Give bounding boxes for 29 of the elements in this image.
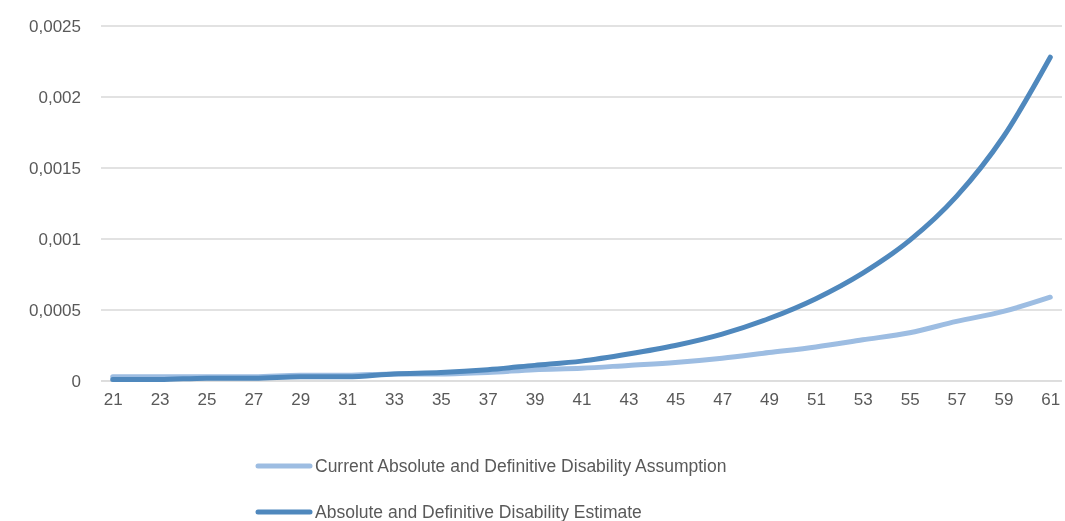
x-tick-label: 33 bbox=[385, 390, 404, 410]
x-tick-label: 29 bbox=[291, 390, 311, 410]
y-tick-label: 0,0015 bbox=[29, 158, 81, 178]
x-tick-label: 25 bbox=[197, 390, 217, 410]
x-tick-label: 59 bbox=[994, 390, 1014, 410]
x-tick-label: 61 bbox=[1041, 390, 1061, 410]
legend-label: Current Absolute and Definitive Disability Assumption bbox=[315, 456, 727, 476]
x-tick-label: 27 bbox=[244, 390, 264, 410]
x-tick-label: 55 bbox=[900, 390, 920, 410]
y-tick-label: 0 bbox=[71, 371, 81, 391]
x-tick-label: 37 bbox=[478, 390, 498, 410]
x-tick-label: 45 bbox=[666, 390, 686, 410]
legend-label: Absolute and Definitive Disability Estimate bbox=[315, 502, 642, 521]
y-tick-label: 0,0025 bbox=[29, 16, 81, 36]
x-tick-label: 43 bbox=[619, 390, 639, 410]
y-tick-label: 0,001 bbox=[38, 229, 81, 249]
x-tick-label: 31 bbox=[338, 390, 358, 410]
y-tick-label: 0,002 bbox=[38, 87, 81, 107]
x-tick-label: 53 bbox=[853, 390, 873, 410]
x-tick-label: 57 bbox=[947, 390, 967, 410]
x-tick-label: 39 bbox=[525, 390, 545, 410]
x-tick-label: 21 bbox=[103, 390, 123, 410]
x-tick-label: 49 bbox=[760, 390, 779, 410]
y-tick-label: 0,0005 bbox=[29, 300, 81, 320]
x-tick-label: 35 bbox=[431, 390, 451, 410]
x-tick-label: 51 bbox=[806, 390, 826, 410]
x-tick-label: 41 bbox=[572, 390, 592, 410]
x-tick-label: 47 bbox=[713, 390, 733, 410]
x-tick-label: 23 bbox=[150, 390, 170, 410]
